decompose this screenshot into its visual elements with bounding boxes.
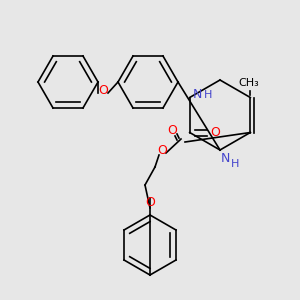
Text: O: O — [210, 126, 220, 139]
Text: O: O — [98, 83, 108, 97]
Text: N: N — [193, 88, 202, 101]
Text: H: H — [231, 159, 239, 169]
Text: O: O — [167, 124, 177, 136]
Text: O: O — [145, 196, 155, 209]
Text: N: N — [220, 152, 230, 164]
Text: CH₃: CH₃ — [238, 79, 259, 88]
Text: O: O — [157, 143, 167, 157]
Text: H: H — [203, 89, 212, 100]
